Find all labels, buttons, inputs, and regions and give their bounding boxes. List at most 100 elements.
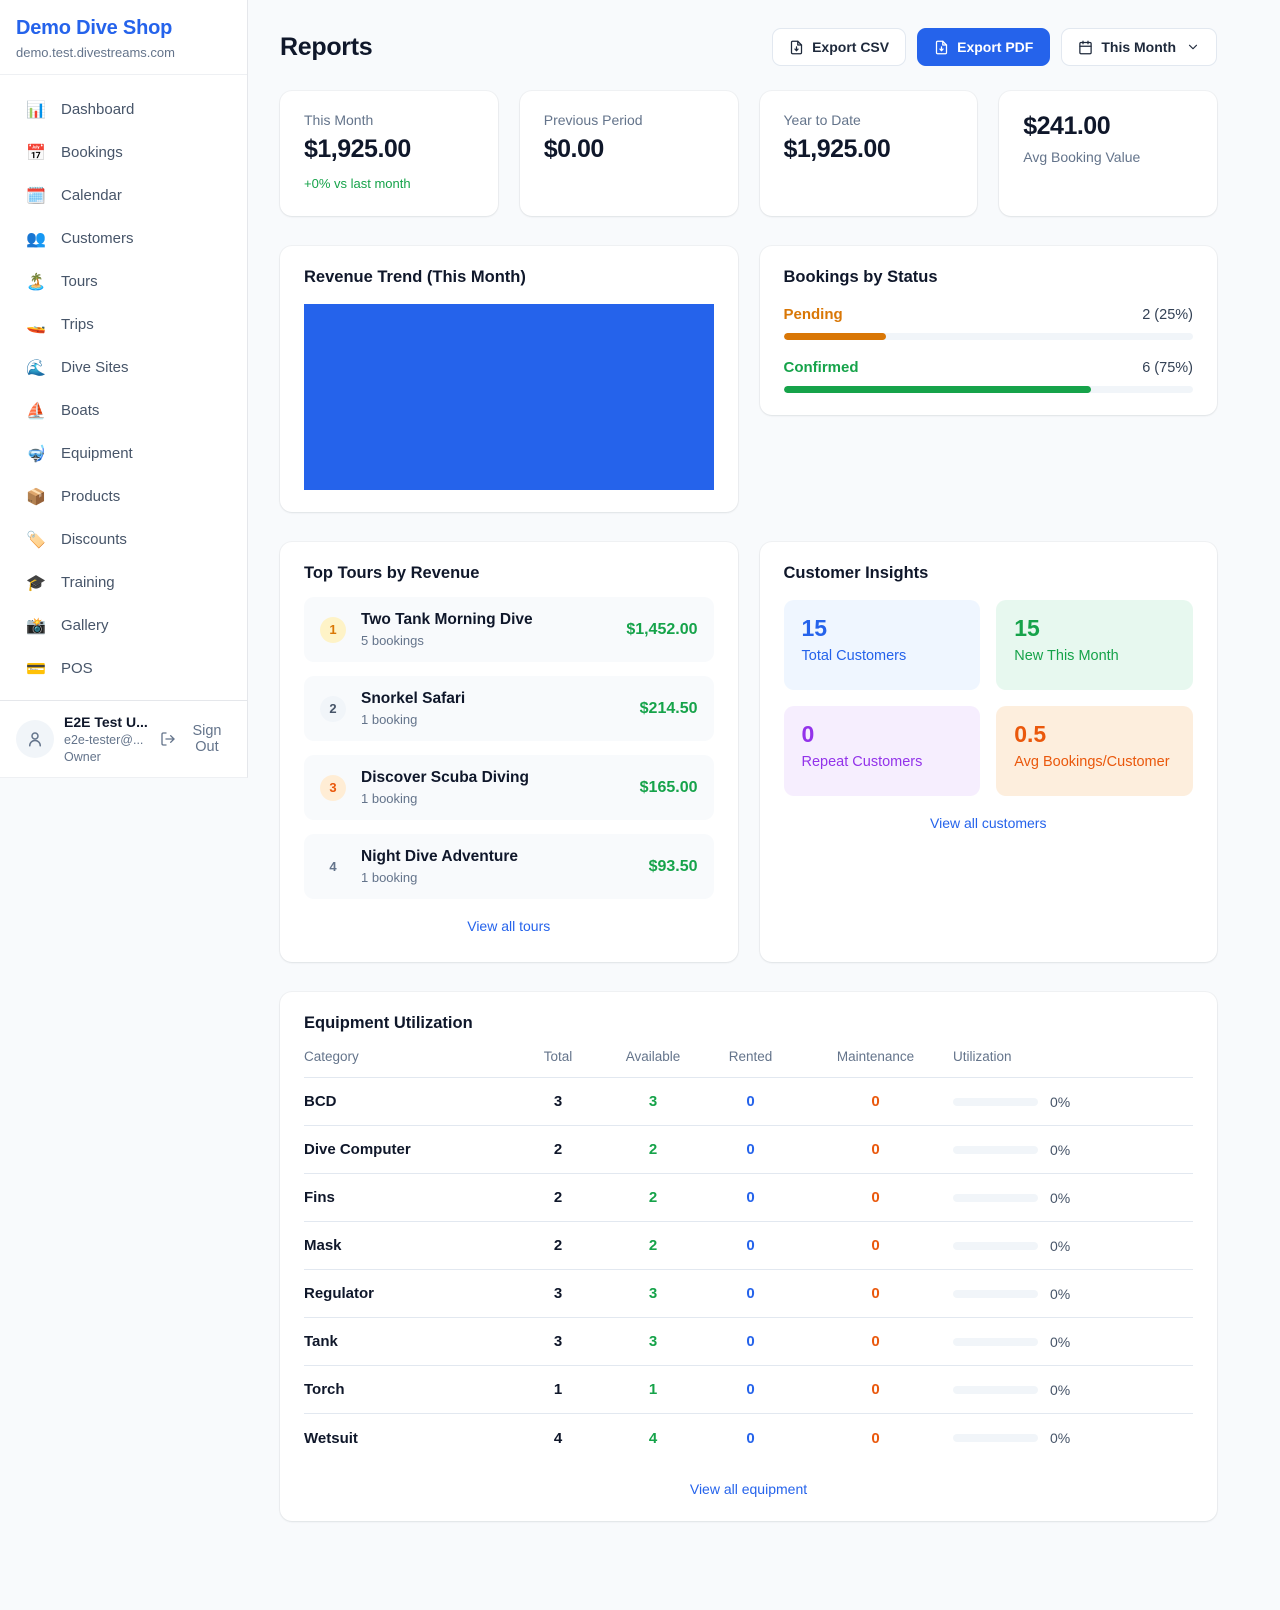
user-email: e2e-tester@... [64,733,144,747]
utilization-bar [953,1145,1038,1154]
tile-avg-bookings: 0.5 Avg Bookings/Customer [996,706,1193,796]
logout-icon [161,732,175,746]
stat-label: Previous Period [543,112,643,128]
cell-rented: 0 [746,1093,755,1110]
utilization-bar [953,1097,1038,1106]
app-root: Demo Dive Shop demo.test.divestreams.com… [0,0,1217,1497]
bar-chart-icon: 📊 [26,101,46,119]
sidebar-item-boats[interactable]: ⛵ Boats [10,389,237,432]
cell-category: Tank [304,1333,338,1350]
sidebar-item-products[interactable]: 📦 Products [10,475,237,518]
cell-total: 3 [553,1333,563,1350]
tour-bookings: 1 booking [361,870,418,885]
utilization-bar [953,1289,1038,1298]
tile-value: 15 [1014,615,1040,641]
equipment-table: Category Total Available Rented Maintena… [304,1049,1193,1462]
diving-mask-icon: 🤿 [26,445,46,463]
cell-maintenance: 0 [871,1141,880,1158]
status-row-pending: Pending 2 (25%) [783,306,1193,340]
cell-available: 1 [648,1381,658,1398]
sidebar-item-training[interactable]: 🎓 Training [10,561,237,604]
cell-available: 2 [648,1237,658,1254]
tour-revenue: $1,452.00 [626,620,698,638]
cell-category: Dive Computer [304,1141,411,1158]
cell-total: 2 [553,1141,563,1158]
sidebar-item-tours[interactable]: 🏝️ Tours [10,260,237,303]
stat-card-previous-period: Previous Period $0.00 [519,91,738,216]
sidebar-item-label: Calendar [61,187,122,204]
view-all-customers-link[interactable]: View all customers [930,815,1047,831]
period-dropdown[interactable]: This Month [1061,28,1217,66]
tile-value: 0 [801,721,815,747]
sign-out-button[interactable]: Sign Out [160,723,231,755]
sidebar-item-label: Products [61,488,121,505]
cell-available: 3 [648,1285,658,1302]
status-bar-fill [783,333,886,340]
sidebar-item-label: Training [61,574,115,591]
stat-card-year-to-date: Year to Date $1,925.00 [759,91,978,216]
revenue-trend-card: Revenue Trend (This Month) [280,246,738,512]
avatar [16,720,54,758]
view-all-tours-link[interactable]: View all tours [467,918,551,934]
col-category: Category [304,1049,359,1064]
insights-row: Top Tours by Revenue 1 Two Tank Morning … [280,542,1217,962]
utilization-bar [953,1385,1038,1394]
sidebar-item-equipment[interactable]: 🤿 Equipment [10,432,237,475]
package-icon: 📦 [26,488,46,506]
utilization-bar [953,1241,1038,1250]
cell-maintenance: 0 [871,1237,880,1254]
cell-category: Mask [304,1237,342,1254]
top-tours-card: Top Tours by Revenue 1 Two Tank Morning … [280,542,738,962]
export-csv-button[interactable]: Export CSV [772,28,907,66]
cell-rented: 0 [746,1189,755,1206]
utilization-pct: 0% [1050,1141,1071,1158]
table-row: Mask 2 2 0 0 0% [304,1222,1193,1270]
export-pdf-label: Export PDF [957,39,1034,55]
view-all-equipment-link[interactable]: View all equipment [689,1481,808,1497]
stat-value: $241.00 [1023,112,1111,140]
tour-name: Two Tank Morning Dive [361,611,533,628]
cell-rented: 0 [746,1333,755,1350]
sidebar-item-label: Boats [61,402,100,419]
sidebar-item-label: Equipment [61,445,133,462]
top-tours-title: Top Tours by Revenue [304,564,480,582]
cell-maintenance: 0 [871,1285,880,1302]
utilization-bar [953,1337,1038,1346]
rank-badge: 1 [320,616,346,643]
cell-rented: 0 [746,1141,755,1158]
sidebar-item-pos[interactable]: 💳 POS [10,647,237,687]
cell-maintenance: 0 [871,1093,880,1110]
table-row: Torch 1 1 0 0 0% [304,1366,1193,1414]
sidebar-item-gallery[interactable]: 📸 Gallery [10,604,237,647]
tour-name: Discover Scuba Diving [361,769,529,786]
equipment-utilization-title: Equipment Utilization [304,1014,473,1032]
col-total: Total [543,1049,573,1064]
tour-row: 2 Snorkel Safari 1 booking $214.50 [304,676,714,741]
sidebar-item-customers[interactable]: 👥 Customers [10,217,237,260]
sidebar-item-trips[interactable]: 🚤 Trips [10,303,237,346]
cell-category: BCD [304,1093,337,1110]
stat-value: $1,925.00 [304,135,411,163]
table-row: Fins 2 2 0 0 0% [304,1174,1193,1222]
sidebar-item-dashboard[interactable]: 📊 Dashboard [10,88,237,131]
shop-domain: demo.test.divestreams.com [16,45,175,60]
cell-rented: 0 [746,1381,755,1398]
cell-maintenance: 0 [871,1189,880,1206]
sidebar-item-dive-sites[interactable]: 🌊 Dive Sites [10,346,237,389]
sidebar-item-calendar[interactable]: 🗓️ Calendar [10,174,237,217]
cell-available: 2 [648,1141,658,1158]
tour-bookings: 1 booking [361,791,418,806]
file-export-icon [790,40,803,54]
tile-value: 15 [801,615,828,641]
cell-available: 3 [648,1333,658,1350]
sidebar-item-discounts[interactable]: 🏷️ Discounts [10,518,237,561]
cell-rented: 0 [746,1237,755,1254]
cell-maintenance: 0 [871,1381,880,1398]
tile-total-customers: 15 Total Customers [783,600,981,690]
export-pdf-button[interactable]: Export PDF [917,28,1051,66]
sidebar-item-bookings[interactable]: 📅 Bookings [10,131,237,174]
user-role: Owner [64,750,101,764]
stat-value: $0.00 [543,135,605,163]
revenue-trend-title: Revenue Trend (This Month) [304,268,526,286]
tour-name: Night Dive Adventure [361,848,519,865]
